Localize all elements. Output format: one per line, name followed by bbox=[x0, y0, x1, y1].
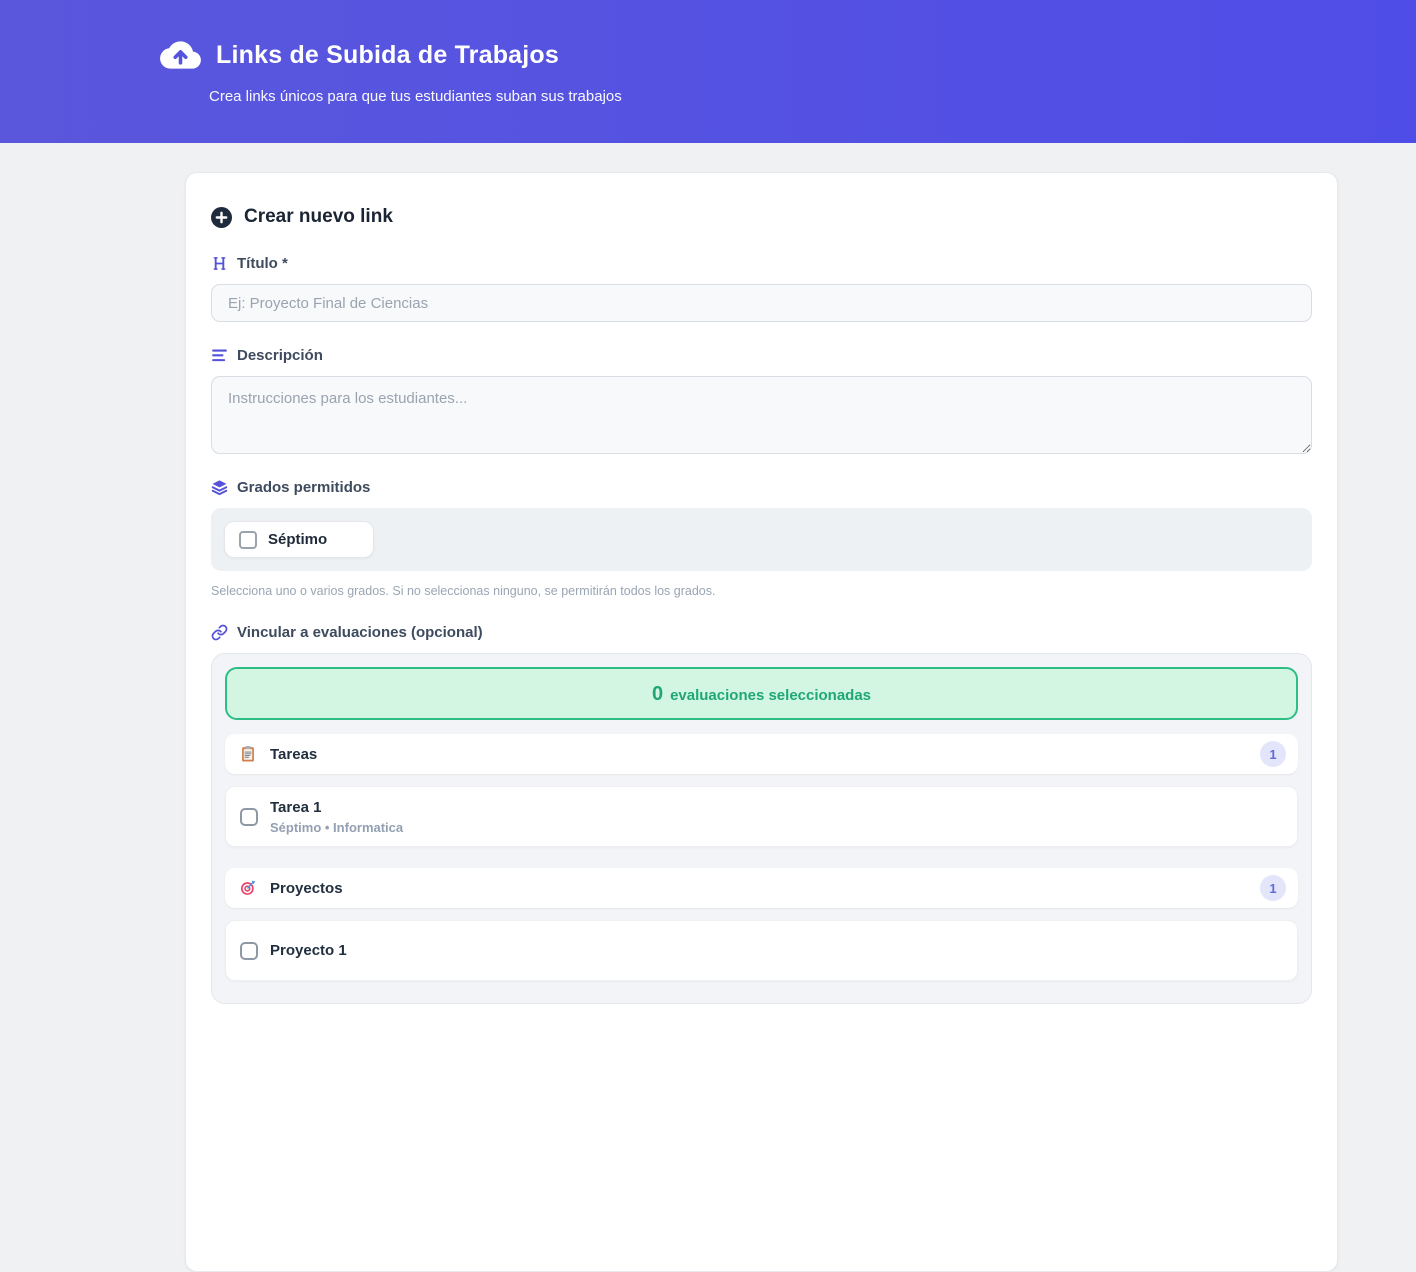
eval-checkbox-tarea-1[interactable] bbox=[240, 807, 258, 826]
card-heading: Crear nuevo link bbox=[211, 206, 1312, 228]
grades-label-text: Grados permitidos bbox=[237, 479, 371, 496]
group-name: Proyectos bbox=[270, 879, 343, 897]
eval-item-proyecto-1[interactable]: Proyecto 1 bbox=[225, 920, 1298, 981]
evaluations-field-label: Vincular a evaluaciones (opcional) bbox=[211, 624, 1312, 641]
eval-item-title: Tarea 1 bbox=[270, 798, 322, 816]
selected-count-label: evaluaciones seleccionadas bbox=[670, 687, 872, 704]
eval-group-proyectos: Proyectos 1 Proyecto 1 bbox=[225, 868, 1298, 981]
eval-item-title: Proyecto 1 bbox=[270, 942, 347, 959]
grade-checkbox-septimo[interactable] bbox=[239, 530, 257, 549]
grades-helper-text: Selecciona uno o varios grados. Si no se… bbox=[211, 584, 716, 598]
plus-circle-icon bbox=[211, 206, 232, 228]
grade-chip-label: Séptimo bbox=[268, 531, 328, 548]
page-title: Links de Subida de Trabajos bbox=[216, 40, 559, 69]
grade-chip-septimo[interactable]: Séptimo bbox=[224, 521, 375, 558]
description-field-label: Descripción bbox=[211, 347, 1312, 364]
description-textarea[interactable] bbox=[211, 376, 1312, 454]
title-input[interactable] bbox=[211, 284, 1312, 322]
selected-count: 0 bbox=[651, 683, 664, 705]
card-title: Crear nuevo link bbox=[244, 206, 393, 227]
title-label-text: Título * bbox=[237, 255, 288, 272]
group-header-tareas: Tareas 1 bbox=[225, 734, 1298, 774]
create-link-card: Crear nuevo link Título * Descripción bbox=[185, 172, 1338, 1272]
eval-item-tarea-1[interactable]: Tarea 1 Séptimo • Informatica bbox=[225, 786, 1298, 847]
evaluations-label-text: Vincular a evaluaciones (opcional) bbox=[237, 624, 483, 641]
eval-group-tareas: Tareas 1 Tarea 1 Séptimo • Informatica bbox=[225, 734, 1298, 847]
page-header: Links de Subida de Trabajos Crea links ú… bbox=[0, 0, 1416, 143]
group-name: Tareas bbox=[270, 745, 318, 763]
proyectos-count-badge: 1 bbox=[1260, 875, 1286, 901]
page-subtitle: Crea links únicos para que tus estudiant… bbox=[209, 88, 622, 105]
evaluations-box: 0 evaluaciones seleccionadas Tareas 1 bbox=[211, 653, 1312, 1004]
description-label-text: Descripción bbox=[237, 347, 323, 364]
layers-icon bbox=[211, 479, 228, 496]
clipboard-icon bbox=[239, 745, 257, 763]
grades-box: Séptimo bbox=[211, 508, 1312, 571]
link-icon bbox=[211, 624, 228, 641]
heading-icon bbox=[211, 255, 228, 272]
tareas-count-badge: 1 bbox=[1260, 741, 1286, 767]
group-header-proyectos: Proyectos 1 bbox=[225, 868, 1298, 908]
eval-checkbox-proyecto-1[interactable] bbox=[240, 941, 258, 960]
eval-item-meta: Séptimo • Informatica bbox=[270, 819, 404, 835]
cloud-upload-icon bbox=[160, 38, 201, 72]
selected-count-banner: 0 evaluaciones seleccionadas bbox=[225, 667, 1298, 720]
grades-field-label: Grados permitidos bbox=[211, 479, 1312, 496]
target-icon bbox=[239, 879, 257, 897]
title-field-label: Título * bbox=[211, 255, 1312, 272]
align-left-icon bbox=[211, 347, 228, 364]
